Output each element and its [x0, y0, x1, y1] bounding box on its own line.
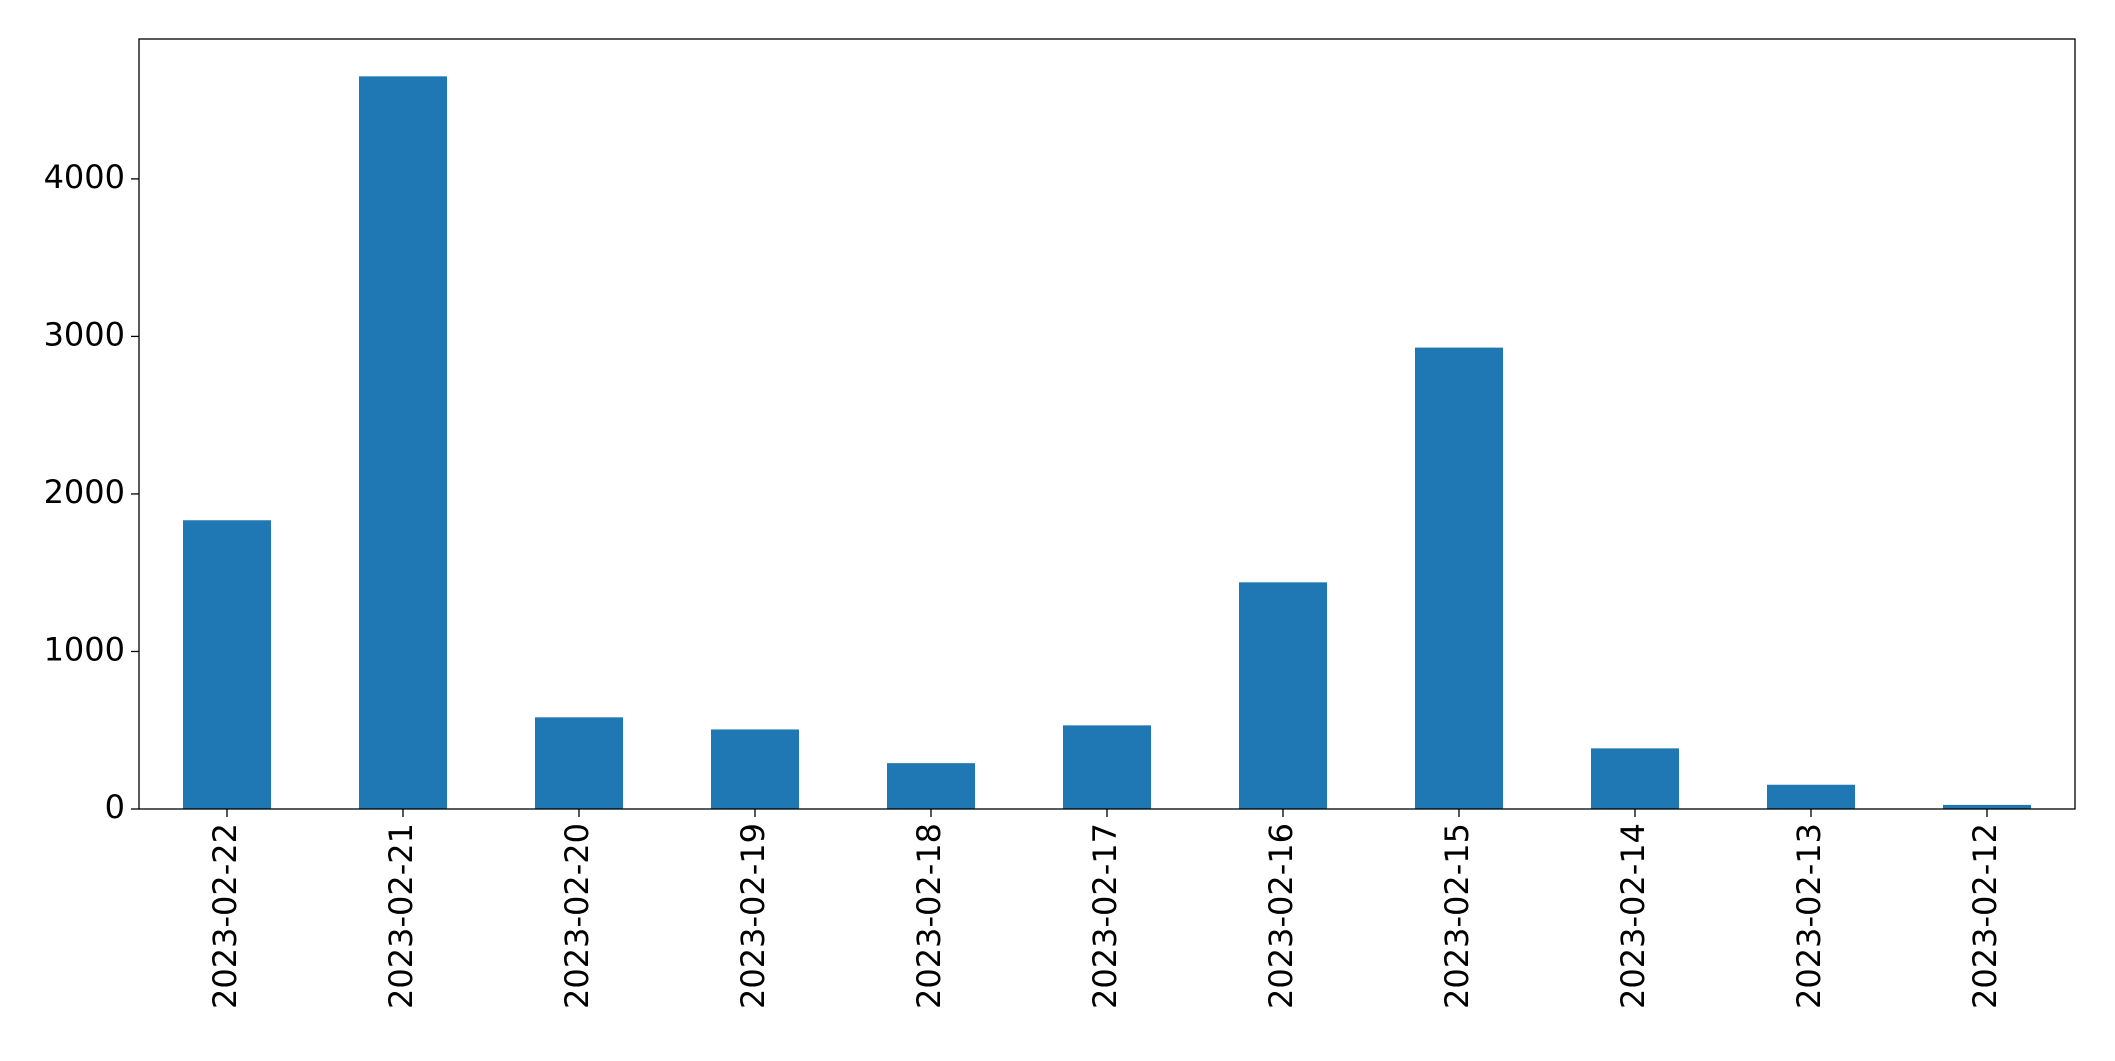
x-tick-label: 2023-02-22 — [206, 823, 244, 1009]
bar — [183, 520, 271, 809]
bar — [1767, 784, 1855, 809]
y-tick-label: 0 — [105, 788, 125, 826]
y-tick-label: 4000 — [44, 158, 125, 196]
bar — [1943, 804, 2031, 809]
bar — [535, 717, 623, 809]
y-tick-label: 2000 — [44, 473, 125, 511]
x-tick-label: 2023-02-17 — [1086, 823, 1124, 1009]
x-tick-label: 2023-02-15 — [1438, 823, 1476, 1009]
x-tick-label: 2023-02-19 — [734, 823, 772, 1009]
x-tick-label: 2023-02-16 — [1262, 823, 1300, 1009]
x-tick-label: 2023-02-21 — [382, 823, 420, 1009]
bar — [1415, 347, 1503, 809]
axes-frame — [138, 38, 2076, 810]
x-tick-label: 2023-02-14 — [1614, 823, 1652, 1009]
bar — [359, 76, 447, 809]
x-tick-label: 2023-02-18 — [910, 823, 948, 1009]
x-tick-label: 2023-02-20 — [558, 823, 596, 1009]
bar — [1239, 582, 1327, 809]
bar — [887, 763, 975, 809]
bar — [1591, 748, 1679, 809]
x-tick-label: 2023-02-13 — [1790, 823, 1828, 1009]
bar — [711, 729, 799, 809]
x-tick-label: 2023-02-12 — [1966, 823, 2004, 1009]
y-tick-label: 3000 — [44, 315, 125, 353]
y-tick-label: 1000 — [44, 630, 125, 668]
bar — [1063, 725, 1151, 809]
